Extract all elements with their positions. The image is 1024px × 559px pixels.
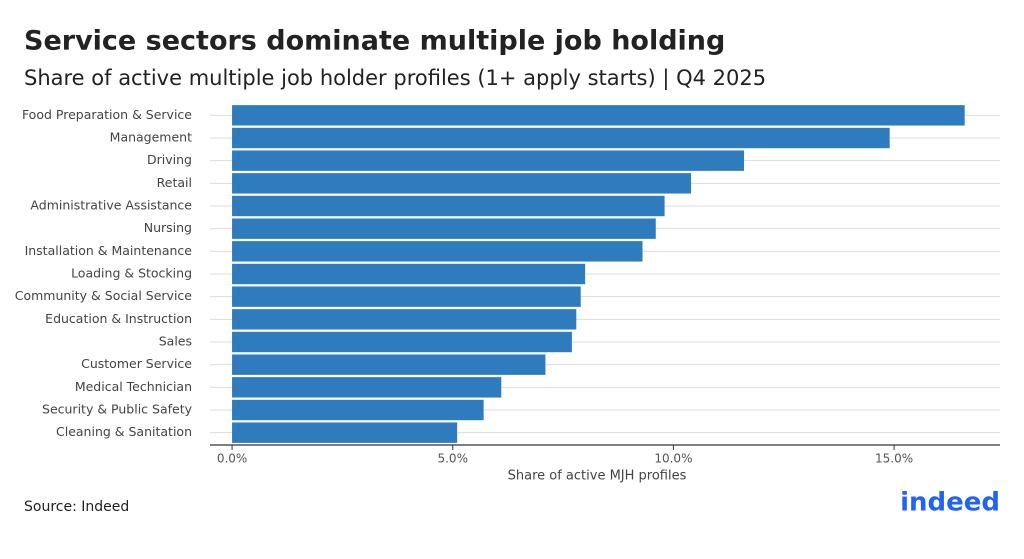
y-tick-label: Sales	[159, 334, 192, 349]
x-axis-label: Share of active MJH profiles	[508, 469, 687, 484]
logo: indeed	[900, 488, 1000, 518]
bar	[232, 127, 890, 149]
y-tick-label: Nursing	[144, 220, 192, 235]
y-tick-label: Retail	[157, 175, 192, 190]
chart-subtitle: Share of active multiple job holder prof…	[24, 66, 766, 91]
y-tick-label: Customer Service	[81, 356, 192, 371]
y-tick-label: Food Preparation & Service	[22, 107, 192, 122]
source: Source: Indeed	[24, 499, 129, 515]
y-tick-label: Administrative Assistance	[30, 198, 192, 213]
bar	[232, 399, 484, 421]
bar	[232, 195, 665, 217]
x-tick-label: 0.0%	[217, 452, 248, 466]
bar	[232, 331, 572, 353]
y-tick-label: Education & Instruction	[45, 311, 192, 326]
bar	[232, 241, 643, 262]
y-tick-label: Community & Social Service	[15, 288, 193, 303]
y-tick-label: Cleaning & Sanitation	[56, 424, 192, 439]
bar	[232, 263, 586, 285]
bar	[232, 218, 656, 239]
bar	[232, 354, 546, 375]
y-tick-label: Security & Public Safety	[42, 402, 193, 417]
bar	[232, 422, 458, 443]
bar	[232, 173, 692, 194]
y-tick-label: Driving	[147, 152, 192, 167]
x-tick-label: 15.0%	[875, 452, 913, 466]
bar	[232, 309, 577, 330]
x-tick-label: 5.0%	[437, 452, 468, 466]
y-tick-label: Medical Technician	[75, 379, 192, 394]
y-tick-label: Loading & Stocking	[71, 266, 192, 281]
bar	[232, 377, 502, 398]
bar	[232, 286, 581, 307]
y-tick-label: Management	[110, 130, 192, 145]
x-tick-label: 10.0%	[654, 452, 692, 466]
y-tick-label: Installation & Maintenance	[25, 243, 193, 258]
bar	[232, 105, 965, 126]
chart-title: Service sectors dominate multiple job ho…	[24, 26, 725, 57]
bar	[232, 150, 745, 171]
